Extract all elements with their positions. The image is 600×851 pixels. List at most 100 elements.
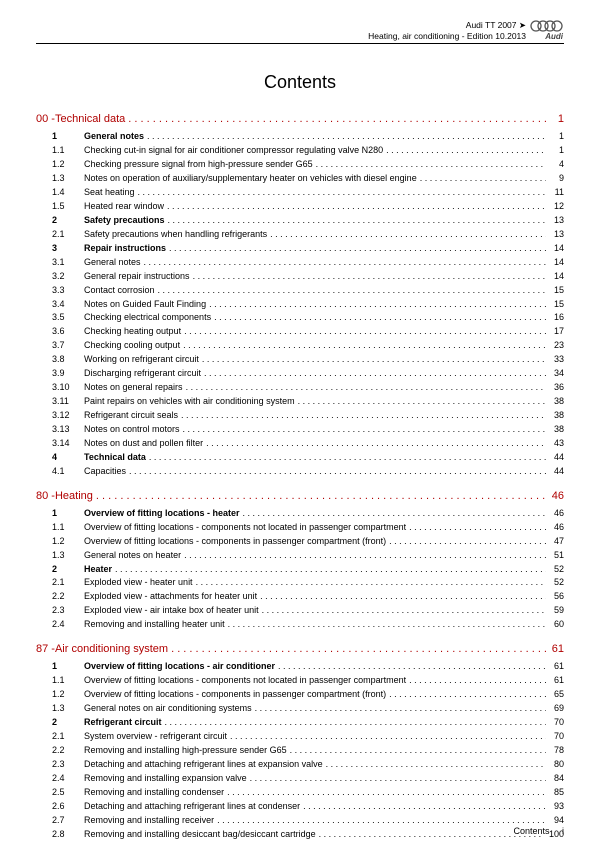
toc-entry-row[interactable]: 1.1Overview of fitting locations - compo…	[36, 521, 564, 535]
toc-entry-text: Checking pressure signal from high-press…	[84, 158, 316, 172]
toc-leader-dots	[303, 800, 546, 809]
toc-entry-row[interactable]: 2.4Removing and installing heater unit60	[36, 618, 564, 632]
toc-entry-num: 2	[36, 716, 84, 730]
toc-entry-num: 3.11	[36, 395, 84, 409]
toc-entry-row[interactable]: 1.3Notes on operation of auxiliary/suppl…	[36, 172, 564, 186]
toc-entry-row[interactable]: 3.12Refrigerant circuit seals38	[36, 409, 564, 423]
header-divider	[36, 43, 564, 44]
toc-entry-row[interactable]: 2.1Safety precautions when handling refr…	[36, 228, 564, 242]
toc-entry-row[interactable]: 3.10Notes on general repairs36	[36, 381, 564, 395]
toc-entry-page: 38	[546, 395, 564, 409]
toc-entry-row[interactable]: 3Repair instructions14	[36, 242, 564, 256]
toc-leader-dots	[165, 716, 546, 725]
toc-chapter-row[interactable]: 87 - Air conditioning system61	[36, 641, 564, 658]
toc-leader-dots	[386, 144, 546, 153]
toc-entry-row[interactable]: 3.5Checking electrical components16	[36, 311, 564, 325]
toc-entry-row[interactable]: 3.13Notes on control motors38	[36, 423, 564, 437]
toc-entry-row[interactable]: 3.8Working on refrigerant circuit33	[36, 353, 564, 367]
toc-leader-dots	[389, 535, 546, 544]
toc-entry-num: 3.3	[36, 284, 84, 298]
header-model-line: Audi TT 2007 ➤	[36, 20, 526, 31]
toc-entry-row[interactable]: 2.6Detaching and attaching refrigerant l…	[36, 800, 564, 814]
toc-leader-dots	[326, 758, 546, 767]
toc-entry-row[interactable]: 4Technical data44	[36, 451, 564, 465]
toc-entry-page: 46	[546, 507, 564, 521]
toc-entry-row[interactable]: 2Safety precautions13	[36, 214, 564, 228]
toc-entry-row[interactable]: 3.3Contact corrosion15	[36, 284, 564, 298]
toc-entry-num: 3.5	[36, 311, 84, 325]
toc-entry-page: 33	[546, 353, 564, 367]
toc-entry-row[interactable]: 1General notes1	[36, 130, 564, 144]
toc-entry-row[interactable]: 1.3General notes on air conditioning sys…	[36, 702, 564, 716]
toc-entry-text: Removing and installing high-pressure se…	[84, 744, 290, 758]
toc-entry-text: Working on refrigerant circuit	[84, 353, 202, 367]
toc-entry-row[interactable]: 1.2Checking pressure signal from high-pr…	[36, 158, 564, 172]
toc-leader-dots	[158, 284, 546, 293]
toc-entry-num: 2.2	[36, 744, 84, 758]
toc-entry-row[interactable]: 1.2Overview of fitting locations - compo…	[36, 688, 564, 702]
toc-entry-row[interactable]: 2.1System overview - refrigerant circuit…	[36, 730, 564, 744]
toc-entry-row[interactable]: 3.4Notes on Guided Fault Finding15	[36, 298, 564, 312]
toc-entry-num: 1.4	[36, 186, 84, 200]
toc-entry-num: 2.1	[36, 228, 84, 242]
toc-entry-row[interactable]: 2.2Removing and installing high-pressure…	[36, 744, 564, 758]
toc-entry-row[interactable]: 1.2Overview of fitting locations - compo…	[36, 535, 564, 549]
toc-entry-page: 13	[546, 228, 564, 242]
toc-entry-row[interactable]: 2.2Exploded view - attachments for heate…	[36, 590, 564, 604]
toc-entry-row[interactable]: 3.9Discharging refrigerant circuit34	[36, 367, 564, 381]
toc-entry-row[interactable]: 2Heater52	[36, 563, 564, 577]
toc-entry-row[interactable]: 1.1Overview of fitting locations - compo…	[36, 674, 564, 688]
toc-entry-page: 85	[546, 786, 564, 800]
toc-entry-row[interactable]: 2Refrigerant circuit70	[36, 716, 564, 730]
toc-leader-dots	[270, 228, 546, 237]
toc-chapter-row[interactable]: 80 - Heating46	[36, 488, 564, 505]
toc-entry-text: Repair instructions	[84, 242, 169, 256]
toc-entry-text: Notes on control motors	[84, 423, 183, 437]
toc-entry-row[interactable]: 2.3Detaching and attaching refrigerant l…	[36, 758, 564, 772]
toc-entry-page: 12	[546, 200, 564, 214]
toc-entry-row[interactable]: 3.7Checking cooling output23	[36, 339, 564, 353]
toc-entry-row[interactable]: 1.3General notes on heater51	[36, 549, 564, 563]
toc-entry-text: Overview of fitting locations - air cond…	[84, 660, 278, 674]
toc-entry-row[interactable]: 2.4Removing and installing expansion val…	[36, 772, 564, 786]
toc-entry-text: Notes on dust and pollen filter	[84, 437, 206, 451]
toc-entry-text: Refrigerant circuit	[84, 716, 165, 730]
toc-entry-page: 13	[546, 214, 564, 228]
toc-chapter-num: 00 -	[36, 111, 55, 128]
toc-entry-page: 1	[546, 130, 564, 144]
toc-entry-num: 2.4	[36, 618, 84, 632]
toc-entry-row[interactable]: 1Overview of fitting locations - air con…	[36, 660, 564, 674]
toc-entry-row[interactable]: 3.11Paint repairs on vehicles with air c…	[36, 395, 564, 409]
toc-entry-row[interactable]: 2.5Removing and installing condenser85	[36, 786, 564, 800]
toc-chapter-row[interactable]: 00 - Technical data1	[36, 111, 564, 128]
toc-entry-page: 61	[546, 674, 564, 688]
toc-entry-row[interactable]: 1.4Seat heating11	[36, 186, 564, 200]
toc-entry-page: 93	[546, 800, 564, 814]
toc-leader-dots	[168, 214, 546, 223]
toc-entry-row[interactable]: 1.1Checking cut-in signal for air condit…	[36, 144, 564, 158]
toc-entry-text: Safety precautions	[84, 214, 168, 228]
toc-entry-page: 36	[546, 381, 564, 395]
toc-entry-text: System overview - refrigerant circuit	[84, 730, 230, 744]
toc-entry-num: 2.1	[36, 730, 84, 744]
toc-entry-row[interactable]: 2.7Removing and installing receiver94	[36, 814, 564, 828]
toc-leader-dots	[196, 576, 546, 585]
toc-entry-page: 44	[546, 465, 564, 479]
toc-entry-row[interactable]: 1.5Heated rear window12	[36, 200, 564, 214]
toc-leader-dots	[316, 158, 546, 167]
toc-entry-num: 1	[36, 660, 84, 674]
toc-entry-row[interactable]: 4.1Capacities44	[36, 465, 564, 479]
toc-leader-dots	[298, 395, 546, 404]
toc-entry-page: 15	[546, 298, 564, 312]
toc-entry-row[interactable]: 3.14Notes on dust and pollen filter43	[36, 437, 564, 451]
toc-entry-row[interactable]: 3.6Checking heating output17	[36, 325, 564, 339]
toc-entry-row[interactable]: 2.1Exploded view - heater unit52	[36, 576, 564, 590]
toc-entry-row[interactable]: 1Overview of fitting locations - heater4…	[36, 507, 564, 521]
toc-entry-page: 84	[546, 772, 564, 786]
toc-entry-row[interactable]: 3.1General notes14	[36, 256, 564, 270]
toc-entry-row[interactable]: 2.8Removing and installing desiccant bag…	[36, 828, 564, 842]
toc-entry-row[interactable]: 3.2General repair instructions14	[36, 270, 564, 284]
toc-entry-text: Heated rear window	[84, 200, 167, 214]
toc-entry-text: Checking cooling output	[84, 339, 183, 353]
toc-entry-row[interactable]: 2.3Exploded view - air intake box of hea…	[36, 604, 564, 618]
